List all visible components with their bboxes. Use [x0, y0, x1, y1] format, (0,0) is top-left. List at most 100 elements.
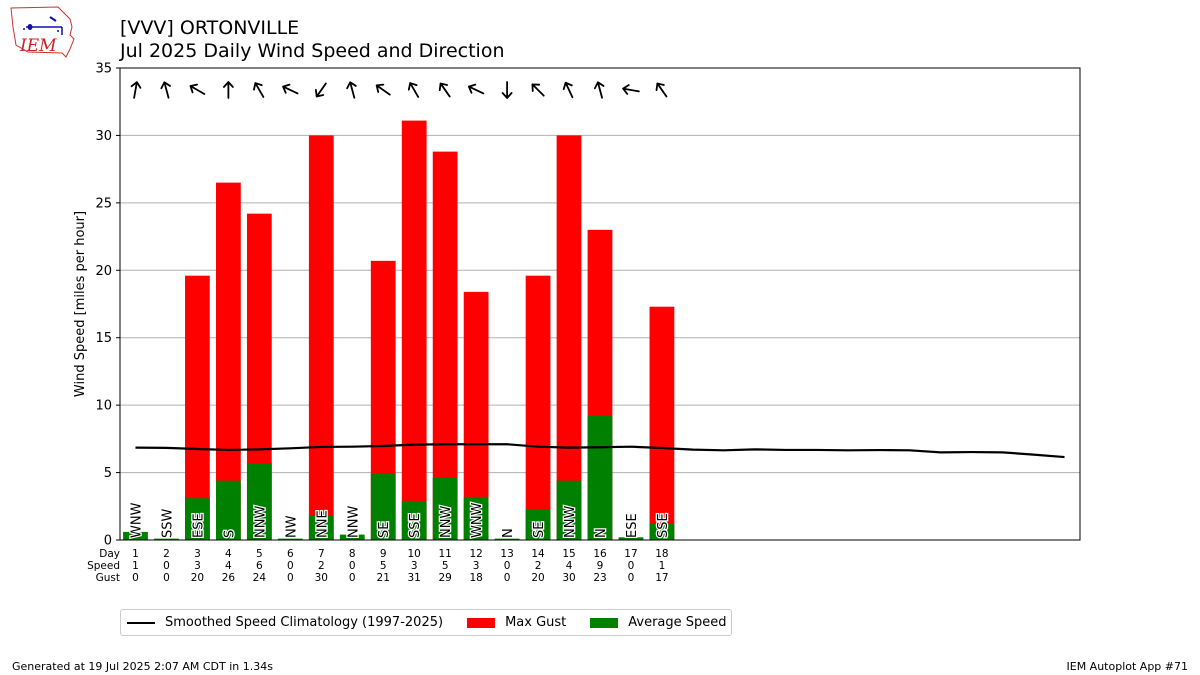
wind-arrow-day-5: [253, 82, 265, 98]
gust-bar-day-7: [308, 135, 334, 540]
day-label-day-8: 8: [349, 548, 356, 560]
y-axis-label: Wind Speed [miles per hour]: [73, 211, 88, 397]
legend-swatch-average-speed: [590, 617, 619, 628]
wind-arrow-day-13: [501, 81, 513, 99]
gust-label-day-10: 31: [408, 572, 421, 584]
speed-label-day-10: 3: [411, 560, 418, 572]
direction-label-day-15: NNW: [563, 506, 578, 538]
wind-arrow-day-18: [655, 82, 668, 98]
y-tick-label-20: 20: [95, 264, 112, 279]
avg-bar-day-1: [123, 531, 148, 540]
iem-logo: IEM: [10, 6, 75, 58]
avg-bar-day-9: [370, 473, 396, 540]
direction-label-day-1: WNW: [129, 502, 144, 538]
y-tick-label-35: 35: [95, 62, 112, 77]
avg-bar-day-15: [556, 480, 582, 540]
day-label-day-17: 17: [624, 548, 637, 560]
y-tick-label-25: 25: [95, 196, 112, 211]
day-label-day-10: 10: [408, 548, 421, 560]
plot-frame: [119, 67, 1081, 541]
wind-arrow-day-2: [160, 81, 171, 99]
gust-label-day-16: 23: [593, 572, 606, 584]
gust-bar-day-10: [401, 120, 427, 540]
wind-arrow-day-15: [562, 81, 574, 99]
wind-arrow-day-6: [282, 83, 299, 95]
wind-arrow-day-17: [622, 84, 640, 95]
day-label-day-12: 12: [469, 548, 482, 560]
y-tick-label-30: 30: [95, 129, 112, 144]
direction-label-day-14: SE: [532, 522, 547, 538]
gust-label-day-8: 0: [349, 572, 356, 584]
y-tick-label-0: 0: [104, 534, 112, 549]
avg-bar-day-2: [154, 538, 179, 540]
gust-label-day-4: 26: [222, 572, 236, 584]
direction-label-day-8: NNW: [346, 506, 361, 538]
legend-item-climatology: Smoothed Speed Climatology (1997-2025): [127, 615, 443, 630]
legend-item-max-gust: Max Gust: [467, 615, 566, 630]
avg-bar-day-5: [246, 463, 272, 540]
chart-title: [VVV] ORTONVILLE: [120, 17, 300, 39]
speed-label-day-9: 5: [380, 560, 387, 572]
gust-bar-day-18: [649, 306, 675, 540]
speed-label-day-13: 0: [504, 560, 511, 572]
day-label-day-16: 16: [593, 548, 607, 560]
y-tick-label-15: 15: [95, 331, 112, 346]
speed-label-day-2: 0: [163, 560, 170, 572]
gust-label-day-1: 0: [132, 572, 139, 584]
wind-arrow-day-10: [407, 82, 420, 98]
avg-bar-day-12: [463, 496, 489, 540]
gust-label-day-12: 18: [469, 572, 482, 584]
direction-label-day-11: NNW: [439, 506, 454, 538]
legend-swatch-max-gust: [467, 617, 496, 628]
speed-label-day-5: 6: [256, 560, 263, 572]
direction-label-day-7: NNE: [315, 510, 330, 538]
wind-arrow-day-16: [593, 81, 605, 99]
y-tick-label-5: 5: [104, 466, 112, 481]
row-header-day: Day: [99, 548, 120, 560]
gust-label-day-2: 0: [163, 572, 170, 584]
wind-arrow-day-12: [467, 83, 485, 95]
row-header-speed: Speed: [87, 560, 120, 572]
speed-label-day-6: 0: [287, 560, 294, 572]
direction-label-day-2: SSW: [160, 508, 175, 538]
direction-label-day-16: N: [594, 528, 609, 538]
gust-label-day-11: 29: [438, 572, 451, 584]
gust-bar-day-3: [185, 275, 210, 540]
avg-bar-day-10: [401, 500, 427, 540]
wind-arrow-day-3: [189, 83, 206, 95]
legend-swatch-climatology: [127, 621, 155, 624]
direction-label-day-3: ESE: [191, 513, 206, 538]
gust-label-day-13: 0: [504, 572, 511, 584]
gust-label-day-7: 30: [315, 572, 328, 584]
gust-label-day-14: 20: [531, 572, 544, 584]
speed-label-day-15: 4: [566, 560, 573, 572]
day-label-day-18: 18: [655, 548, 668, 560]
wind-arrow-day-9: [375, 83, 391, 96]
legend-item-average-speed: Average Speed: [590, 615, 727, 630]
speed-label-day-11: 5: [442, 560, 449, 572]
wind-arrow-day-7: [314, 82, 327, 98]
footer-generated: Generated at 19 Jul 2025 2:07 AM CDT in …: [12, 660, 273, 673]
gust-label-day-6: 0: [287, 572, 294, 584]
gust-label-day-18: 17: [655, 572, 668, 584]
day-label-day-6: 6: [287, 548, 294, 560]
speed-label-day-12: 3: [473, 560, 480, 572]
day-label-day-1: 1: [132, 548, 139, 560]
y-tick-label-10: 10: [95, 399, 112, 414]
direction-label-day-9: SE: [377, 522, 392, 538]
speed-label-day-17: 0: [628, 560, 635, 572]
avg-bar-day-16: [587, 415, 613, 540]
direction-label-day-4: S: [222, 530, 237, 538]
wind-arrow-day-8: [346, 81, 357, 99]
day-label-day-5: 5: [256, 548, 263, 560]
direction-label-day-10: SSE: [408, 513, 423, 538]
speed-label-day-7: 2: [318, 560, 325, 572]
gust-bar-day-4: [216, 182, 241, 540]
avg-bar-day-13: [494, 538, 520, 540]
direction-label-day-18: SSE: [656, 513, 671, 538]
speed-label-day-14: 2: [535, 560, 542, 572]
speed-label-day-8: 0: [349, 560, 356, 572]
gust-bar-day-14: [525, 275, 551, 540]
gust-bar-day-15: [556, 135, 582, 540]
legend-label-average-speed: Average Speed: [628, 615, 727, 630]
